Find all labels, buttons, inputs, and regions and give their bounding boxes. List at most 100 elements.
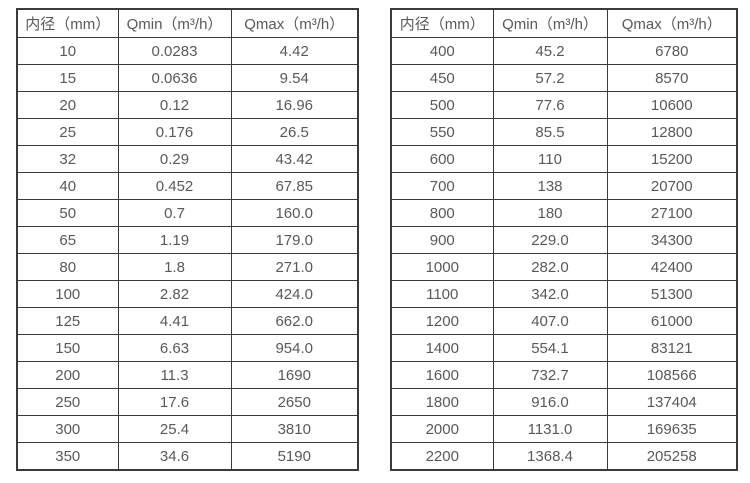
- table-cell: 110: [492, 145, 608, 173]
- table-cell: 25.4: [117, 415, 232, 443]
- table-cell: 8570: [606, 64, 738, 92]
- table-row: 1600 732.7 108566: [390, 361, 738, 389]
- table-cell: 16.96: [230, 91, 359, 119]
- table-row: 32 0.29 43.42: [16, 145, 359, 173]
- table-cell: 43.42: [230, 145, 359, 173]
- table-cell: 1.8: [117, 253, 232, 281]
- flow-table-large-diameters: 内径（mm） Qmin（m³/h） Qmax（m³/h） 400 45.2 6780…: [390, 8, 738, 471]
- table-row: 80 1.8 271.0: [16, 253, 359, 281]
- table-row: 1100 342.0 51300: [390, 280, 738, 308]
- table-row: 350 34.6 5190: [16, 442, 359, 471]
- table-cell: 42400: [606, 253, 738, 281]
- table-row: 900 229.0 34300: [390, 226, 738, 254]
- table-cell: 65: [16, 226, 119, 254]
- table-cell: 45.2: [492, 37, 608, 65]
- table-cell: 342.0: [492, 280, 608, 308]
- table-cell: 80: [16, 253, 119, 281]
- table-cell: 0.176: [117, 118, 232, 146]
- table-row: 200 11.3 1690: [16, 361, 359, 389]
- table-cell: 662.0: [230, 307, 359, 335]
- table-cell: 1690: [230, 361, 359, 389]
- table-cell: 300: [16, 415, 119, 443]
- table-cell: 125: [16, 307, 119, 335]
- header-qmax: Qmax（m³/h）: [606, 8, 738, 38]
- table-row: 550 85.5 12800: [390, 118, 738, 146]
- table-cell: 2000: [390, 415, 494, 443]
- table-cell: 1.19: [117, 226, 232, 254]
- table-row: 15 0.0636 9.54: [16, 64, 359, 92]
- table-cell: 10600: [606, 91, 738, 119]
- table-row: 65 1.19 179.0: [16, 226, 359, 254]
- table-cell: 6780: [606, 37, 738, 65]
- table-row: 20 0.12 16.96: [16, 91, 359, 119]
- header-row: 内径（mm） Qmin（m³/h） Qmax（m³/h）: [16, 8, 359, 38]
- table-cell: 1100: [390, 280, 494, 308]
- table-cell: 34300: [606, 226, 738, 254]
- table-cell: 67.85: [230, 172, 359, 200]
- table-cell: 0.7: [117, 199, 232, 227]
- table-cell: 424.0: [230, 280, 359, 308]
- table-row: 450 57.2 8570: [390, 64, 738, 92]
- table-row: 500 77.6 10600: [390, 91, 738, 119]
- table-cell: 4.42: [230, 37, 359, 65]
- table-cell: 2200: [390, 442, 494, 471]
- table-cell: 282.0: [492, 253, 608, 281]
- table-cell: 108566: [606, 361, 738, 389]
- table-body: 400 45.2 6780 450 57.2 8570 500 77.6 10600 550 85.…: [390, 37, 738, 471]
- table-row: 150 6.63 954.0: [16, 334, 359, 362]
- table-cell: 5190: [230, 442, 359, 471]
- table-cell: 85.5: [492, 118, 608, 146]
- table-cell: 27100: [606, 199, 738, 227]
- table-cell: 40: [16, 172, 119, 200]
- table-row: 1800 916.0 137404: [390, 388, 738, 416]
- table-row: 1400 554.1 83121: [390, 334, 738, 362]
- table-cell: 916.0: [492, 388, 608, 416]
- table-cell: 26.5: [230, 118, 359, 146]
- table-cell: 2.82: [117, 280, 232, 308]
- table-row: 400 45.2 6780: [390, 37, 738, 65]
- table-cell: 10: [16, 37, 119, 65]
- table-cell: 51300: [606, 280, 738, 308]
- table-row: 25 0.176 26.5: [16, 118, 359, 146]
- table-cell: 15: [16, 64, 119, 92]
- table-body: 10 0.0283 4.42 15 0.0636 9.54 20 0.12 16.96 25 0.1…: [16, 37, 359, 471]
- table-cell: 4.41: [117, 307, 232, 335]
- header-row: 内径（mm） Qmin（m³/h） Qmax（m³/h）: [390, 8, 738, 38]
- table-row: 1000 282.0 42400: [390, 253, 738, 281]
- header-qmax: Qmax（m³/h）: [230, 8, 359, 38]
- table-row: 100 2.82 424.0: [16, 280, 359, 308]
- table-cell: 137404: [606, 388, 738, 416]
- table-cell: 1131.0: [492, 415, 608, 443]
- table-row: 250 17.6 2650: [16, 388, 359, 416]
- table-cell: 34.6: [117, 442, 232, 471]
- table-row: 2200 1368.4 205258: [390, 442, 738, 471]
- table-cell: 0.452: [117, 172, 232, 200]
- table-cell: 271.0: [230, 253, 359, 281]
- table-cell: 11.3: [117, 361, 232, 389]
- table-cell: 554.1: [492, 334, 608, 362]
- table-row: 10 0.0283 4.42: [16, 37, 359, 65]
- header-inner-diameter: 内径（mm）: [16, 8, 119, 38]
- table-cell: 1200: [390, 307, 494, 335]
- flow-table-small-diameters: 内径（mm） Qmin（m³/h） Qmax（m³/h） 10 0.0283 4.4…: [16, 8, 359, 471]
- table-cell: 1368.4: [492, 442, 608, 471]
- table-cell: 12800: [606, 118, 738, 146]
- header-inner-diameter: 内径（mm）: [390, 8, 494, 38]
- table-row: 125 4.41 662.0: [16, 307, 359, 335]
- table-cell: 179.0: [230, 226, 359, 254]
- table-cell: 150: [16, 334, 119, 362]
- table-cell: 954.0: [230, 334, 359, 362]
- table-cell: 50: [16, 199, 119, 227]
- table-cell: 2650: [230, 388, 359, 416]
- table-cell: 800: [390, 199, 494, 227]
- table-cell: 732.7: [492, 361, 608, 389]
- table-row: 600 110 15200: [390, 145, 738, 173]
- table-cell: 200: [16, 361, 119, 389]
- table-cell: 61000: [606, 307, 738, 335]
- table-cell: 20: [16, 91, 119, 119]
- header-qmin: Qmin（m³/h）: [117, 8, 232, 38]
- table-cell: 900: [390, 226, 494, 254]
- table-cell: 77.6: [492, 91, 608, 119]
- table-cell: 83121: [606, 334, 738, 362]
- table-cell: 1000: [390, 253, 494, 281]
